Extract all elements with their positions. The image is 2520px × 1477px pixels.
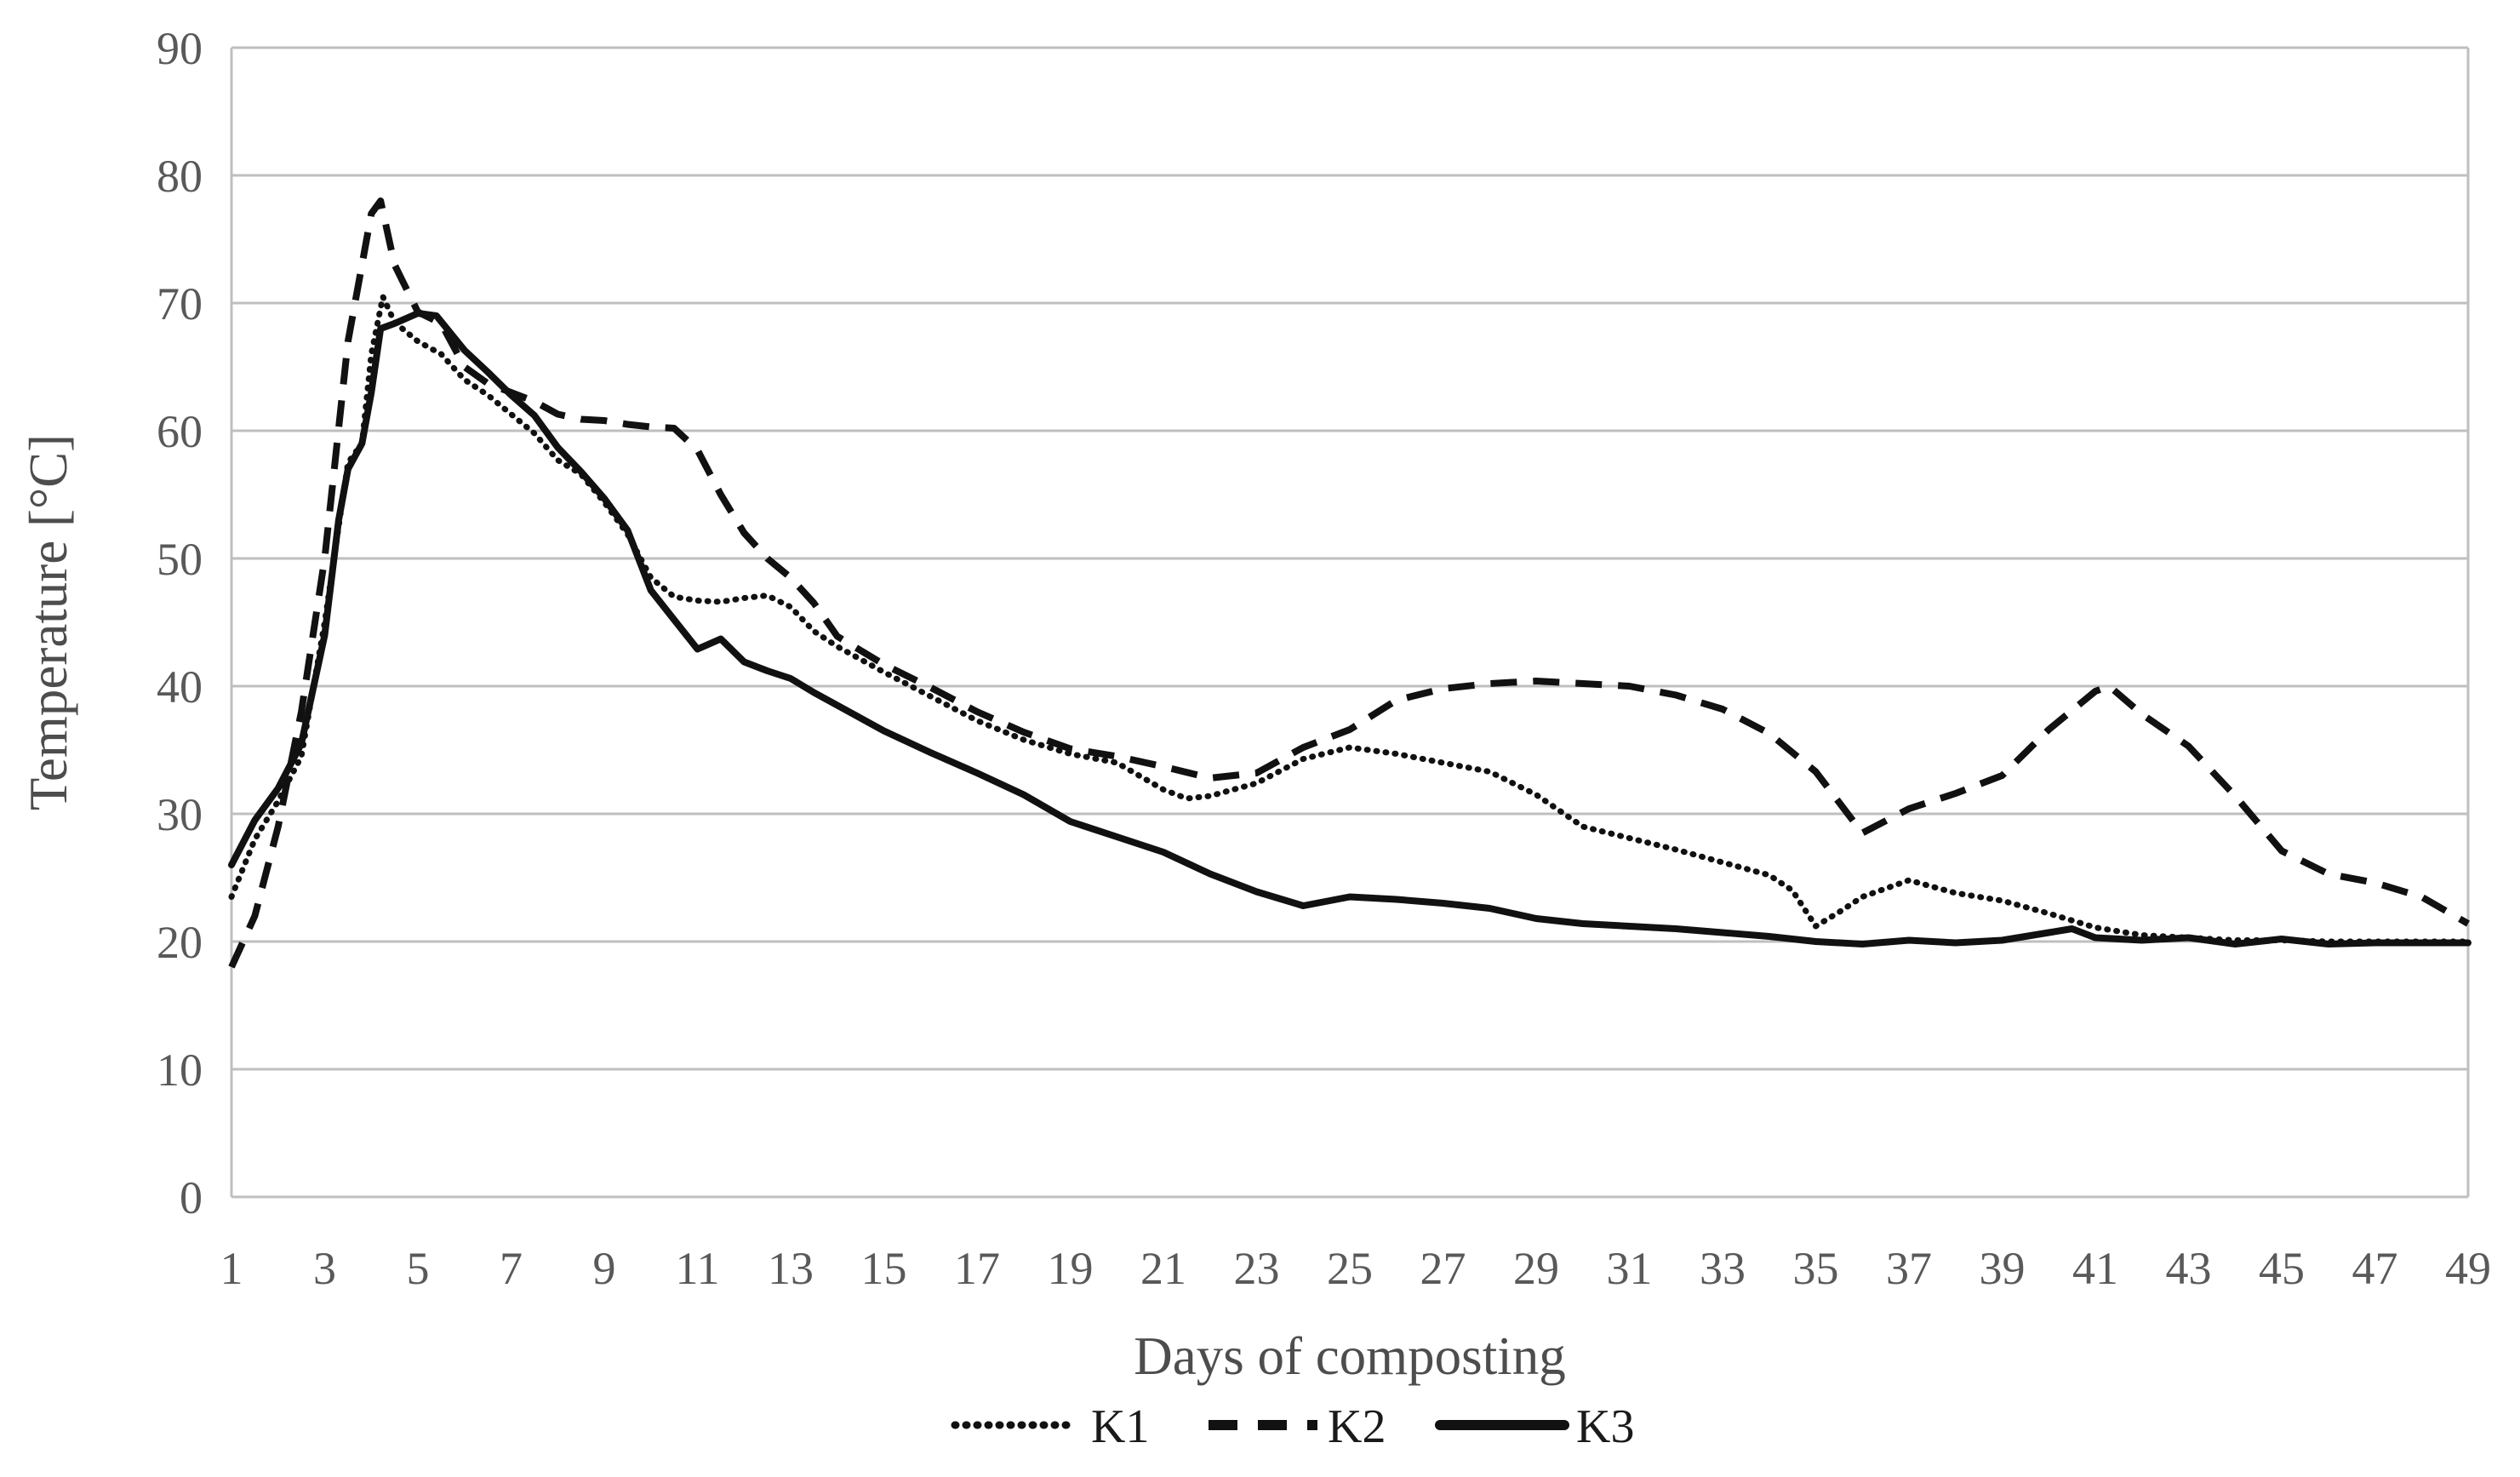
y-tick-label-60: 60: [157, 406, 203, 457]
x-tick-label-23: 23: [1234, 1243, 1280, 1294]
y-tick-label-80: 80: [157, 151, 203, 202]
x-tick-label-33: 33: [1700, 1243, 1746, 1294]
legend-label-k1: K1: [1091, 1400, 1149, 1453]
y-axis-tick-labels: 0 10 20 30 40 50 60 70 80 90: [157, 23, 203, 1223]
y-axis-title: Temperature [°C]: [19, 434, 78, 810]
legend-item-k1: K1: [951, 1400, 1149, 1453]
x-tick-label-37: 37: [1886, 1243, 1932, 1294]
series-line-k2: [228, 198, 2470, 969]
legend: K1 K2 K3: [951, 1400, 1634, 1453]
series-lines: [228, 198, 2471, 969]
x-tick-label-41: 41: [2072, 1243, 2118, 1294]
x-tick-label-45: 45: [2259, 1243, 2305, 1294]
x-tick-label-43: 43: [2166, 1243, 2212, 1294]
x-axis-tick-labels: 1 3 5 7 9 11 13 15 17 19 21 23 25 27 29 31 33 35 37 39 41 43 4…: [220, 1243, 2492, 1294]
x-tick-label-47: 47: [2352, 1243, 2398, 1294]
x-tick-label-39: 39: [1980, 1243, 2026, 1294]
x-tick-label-19: 19: [1048, 1243, 1094, 1294]
x-tick-label-11: 11: [676, 1243, 720, 1294]
y-tick-label-50: 50: [157, 534, 203, 585]
x-tick-label-27: 27: [1420, 1243, 1466, 1294]
x-tick-label-31: 31: [1607, 1243, 1653, 1294]
x-tick-label-5: 5: [407, 1243, 430, 1294]
x-tick-label-1: 1: [220, 1243, 243, 1294]
legend-item-k2: K2: [1209, 1400, 1386, 1453]
x-tick-label-3: 3: [313, 1243, 336, 1294]
x-tick-label-25: 25: [1327, 1243, 1373, 1294]
x-axis-title: Days of composting: [1134, 1326, 1565, 1386]
legend-label-k2: K2: [1328, 1400, 1386, 1453]
x-tick-label-15: 15: [861, 1243, 907, 1294]
legend-label-k3: K3: [1576, 1400, 1634, 1453]
x-tick-label-9: 9: [593, 1243, 616, 1294]
x-tick-label-7: 7: [500, 1243, 523, 1294]
x-tick-label-35: 35: [1793, 1243, 1839, 1294]
y-tick-label-70: 70: [157, 278, 203, 329]
y-tick-label-0: 0: [180, 1172, 203, 1223]
y-tick-label-10: 10: [157, 1045, 203, 1096]
x-tick-label-17: 17: [954, 1243, 1000, 1294]
x-tick-label-13: 13: [768, 1243, 814, 1294]
series-line-k3: [228, 310, 2471, 947]
legend-item-k3: K3: [1435, 1400, 1634, 1453]
series-line-k1: [228, 294, 2471, 945]
gridlines: [230, 46, 2470, 1199]
y-tick-label-20: 20: [157, 917, 203, 968]
y-tick-label-40: 40: [157, 661, 203, 713]
y-tick-label-90: 90: [157, 23, 203, 74]
y-tick-label-30: 30: [157, 789, 203, 840]
x-tick-label-29: 29: [1513, 1243, 1559, 1294]
x-tick-label-49: 49: [2445, 1243, 2491, 1294]
x-tick-label-21: 21: [1140, 1243, 1186, 1294]
